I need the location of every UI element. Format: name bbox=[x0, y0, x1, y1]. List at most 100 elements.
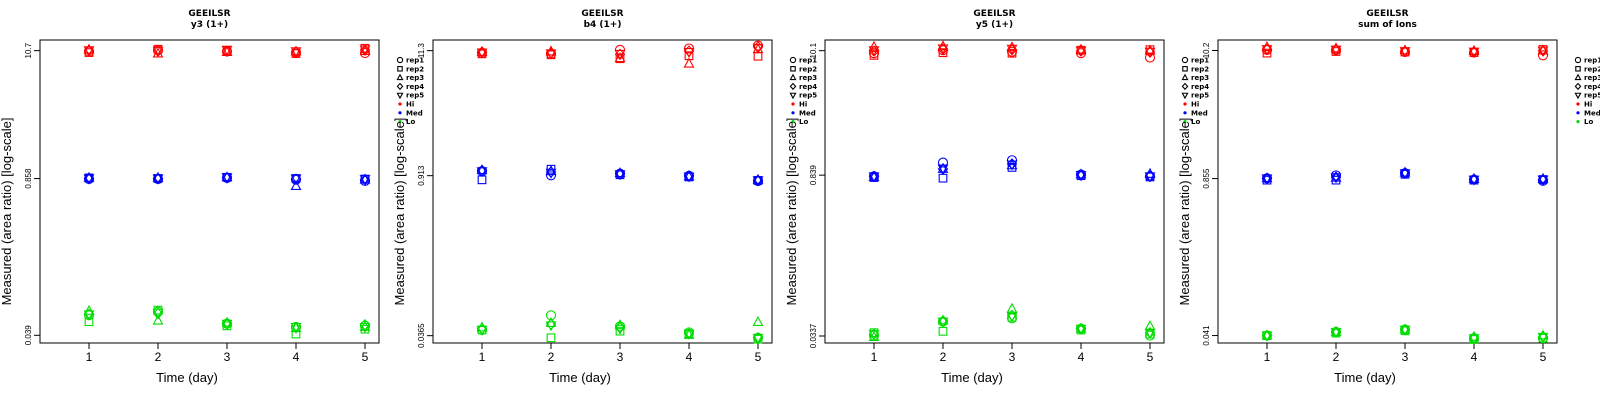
legend-marker-rep2 bbox=[1575, 66, 1581, 72]
plot-frame bbox=[1217, 39, 1558, 344]
point-rep5-lo bbox=[545, 321, 557, 332]
point-rep5-hi bbox=[359, 45, 371, 56]
point-rep5-med bbox=[152, 174, 164, 185]
legend-marker-rep2 bbox=[790, 66, 796, 72]
point-rep5-hi bbox=[1006, 44, 1018, 55]
chart-title: GEEILSR bbox=[1366, 9, 1408, 19]
x-tick-label: 4 bbox=[1471, 350, 1478, 364]
point-rep3-hi bbox=[937, 40, 949, 51]
data-points bbox=[1261, 40, 1549, 345]
point-rep5-lo bbox=[937, 317, 949, 328]
point-rep3-lo bbox=[1330, 325, 1342, 336]
x-tick-label: 5 bbox=[1147, 350, 1154, 364]
point-rep2-lo bbox=[84, 317, 94, 327]
point-rep5-lo bbox=[1468, 334, 1480, 345]
point-rep3-med bbox=[614, 167, 626, 178]
point-rep5-lo bbox=[1330, 327, 1342, 339]
point-rep5-lo bbox=[83, 310, 95, 321]
point-rep5-med bbox=[1261, 174, 1273, 185]
point-rep5-lo bbox=[752, 333, 764, 344]
legend-label: rep2 bbox=[799, 65, 817, 73]
legend-label: rep3 bbox=[406, 74, 424, 82]
point-rep5-hi bbox=[1261, 45, 1273, 56]
x-tick-label: 3 bbox=[1402, 350, 1409, 364]
point-rep5-lo bbox=[152, 308, 164, 319]
point-rep5-lo bbox=[1006, 312, 1018, 323]
point-rep5-lo bbox=[1075, 324, 1087, 335]
y-tick-label: 0.858 bbox=[24, 168, 33, 189]
legend-label: rep4 bbox=[1191, 83, 1209, 91]
point-rep5-lo bbox=[1399, 325, 1411, 336]
y-tick-label: 0.039 bbox=[24, 325, 33, 346]
point-rep1-med bbox=[937, 157, 949, 168]
point-rep1-med bbox=[545, 170, 557, 181]
point-rep5-hi bbox=[1537, 46, 1549, 57]
point-rep5-med bbox=[1006, 160, 1018, 171]
point-rep2-lo bbox=[291, 329, 301, 339]
point-rep2-lo bbox=[615, 326, 625, 336]
point-rep3-lo bbox=[83, 304, 95, 315]
y-tick-label: 0.041 bbox=[1202, 325, 1211, 346]
x-tick-label: 4 bbox=[686, 350, 693, 364]
point-rep3-med bbox=[752, 173, 764, 184]
point-rep4-lo bbox=[614, 321, 626, 334]
legend-marker-rep3 bbox=[396, 73, 404, 81]
legend-label: rep4 bbox=[799, 83, 817, 91]
legend-marker-rep2 bbox=[397, 66, 403, 72]
legend-label: Lo bbox=[406, 118, 415, 126]
point-rep5-hi bbox=[290, 47, 302, 58]
x-tick-label: 1 bbox=[1264, 350, 1271, 364]
legend-marker-lo bbox=[398, 120, 402, 124]
chart-subtitle: sum of Ions bbox=[1358, 20, 1417, 30]
legend-marker-lo bbox=[1183, 120, 1187, 124]
legend-marker-rep1 bbox=[1574, 56, 1582, 64]
point-rep1-lo bbox=[1144, 330, 1156, 341]
legend-label: rep4 bbox=[1584, 83, 1600, 91]
legend-label: rep2 bbox=[1191, 65, 1209, 73]
point-rep5-hi bbox=[614, 49, 626, 60]
chart-subtitle: b4 (1+) bbox=[584, 20, 622, 30]
point-rep2-hi bbox=[869, 50, 879, 60]
x-tick-label: 4 bbox=[293, 350, 300, 364]
point-rep5-med bbox=[83, 174, 95, 185]
point-rep3-lo bbox=[752, 315, 764, 326]
point-rep2-hi bbox=[1262, 48, 1272, 58]
plot-frame bbox=[432, 39, 773, 344]
x-tick-label: 3 bbox=[617, 350, 624, 364]
data-points bbox=[83, 43, 371, 339]
point-rep5-lo bbox=[1261, 331, 1273, 342]
point-rep5-lo bbox=[290, 322, 302, 334]
y-axis-label: Measured (area ratio) [log-scale] bbox=[784, 118, 799, 306]
point-rep5-hi bbox=[1399, 47, 1411, 58]
y-tick-label: 0.855 bbox=[1202, 168, 1211, 189]
legend-marker-rep5 bbox=[1181, 92, 1189, 100]
x-tick-label: 1 bbox=[86, 350, 93, 364]
plot-frame bbox=[824, 39, 1165, 344]
legend-label: Hi bbox=[799, 101, 807, 109]
legend-label: Med bbox=[799, 109, 816, 117]
legend-label: Lo bbox=[1191, 118, 1200, 126]
legend-label: Med bbox=[1191, 109, 1208, 117]
point-rep3-med bbox=[1075, 168, 1087, 179]
legend-label: rep2 bbox=[406, 65, 424, 73]
legend-marker-lo bbox=[1576, 120, 1580, 124]
point-rep2-lo bbox=[938, 326, 948, 336]
point-rep5-med bbox=[1468, 175, 1480, 186]
point-rep5-lo bbox=[1537, 332, 1549, 343]
point-rep3-med bbox=[1261, 172, 1273, 183]
point-rep2-lo bbox=[546, 333, 556, 343]
chart-title: GEEILSR bbox=[188, 9, 230, 19]
legend-label: Hi bbox=[406, 101, 414, 109]
legend-marker-rep1 bbox=[1181, 56, 1189, 64]
y-tick-label: 11.3 bbox=[417, 43, 426, 59]
legend-marker-med bbox=[1576, 111, 1580, 115]
point-rep3-hi bbox=[1537, 44, 1549, 55]
legend-marker-med bbox=[791, 111, 795, 115]
point-rep3-lo bbox=[152, 314, 164, 325]
x-axis-label: Time (day) bbox=[156, 370, 218, 385]
point-rep5-med bbox=[1330, 173, 1342, 184]
point-rep5-lo bbox=[1144, 328, 1156, 339]
